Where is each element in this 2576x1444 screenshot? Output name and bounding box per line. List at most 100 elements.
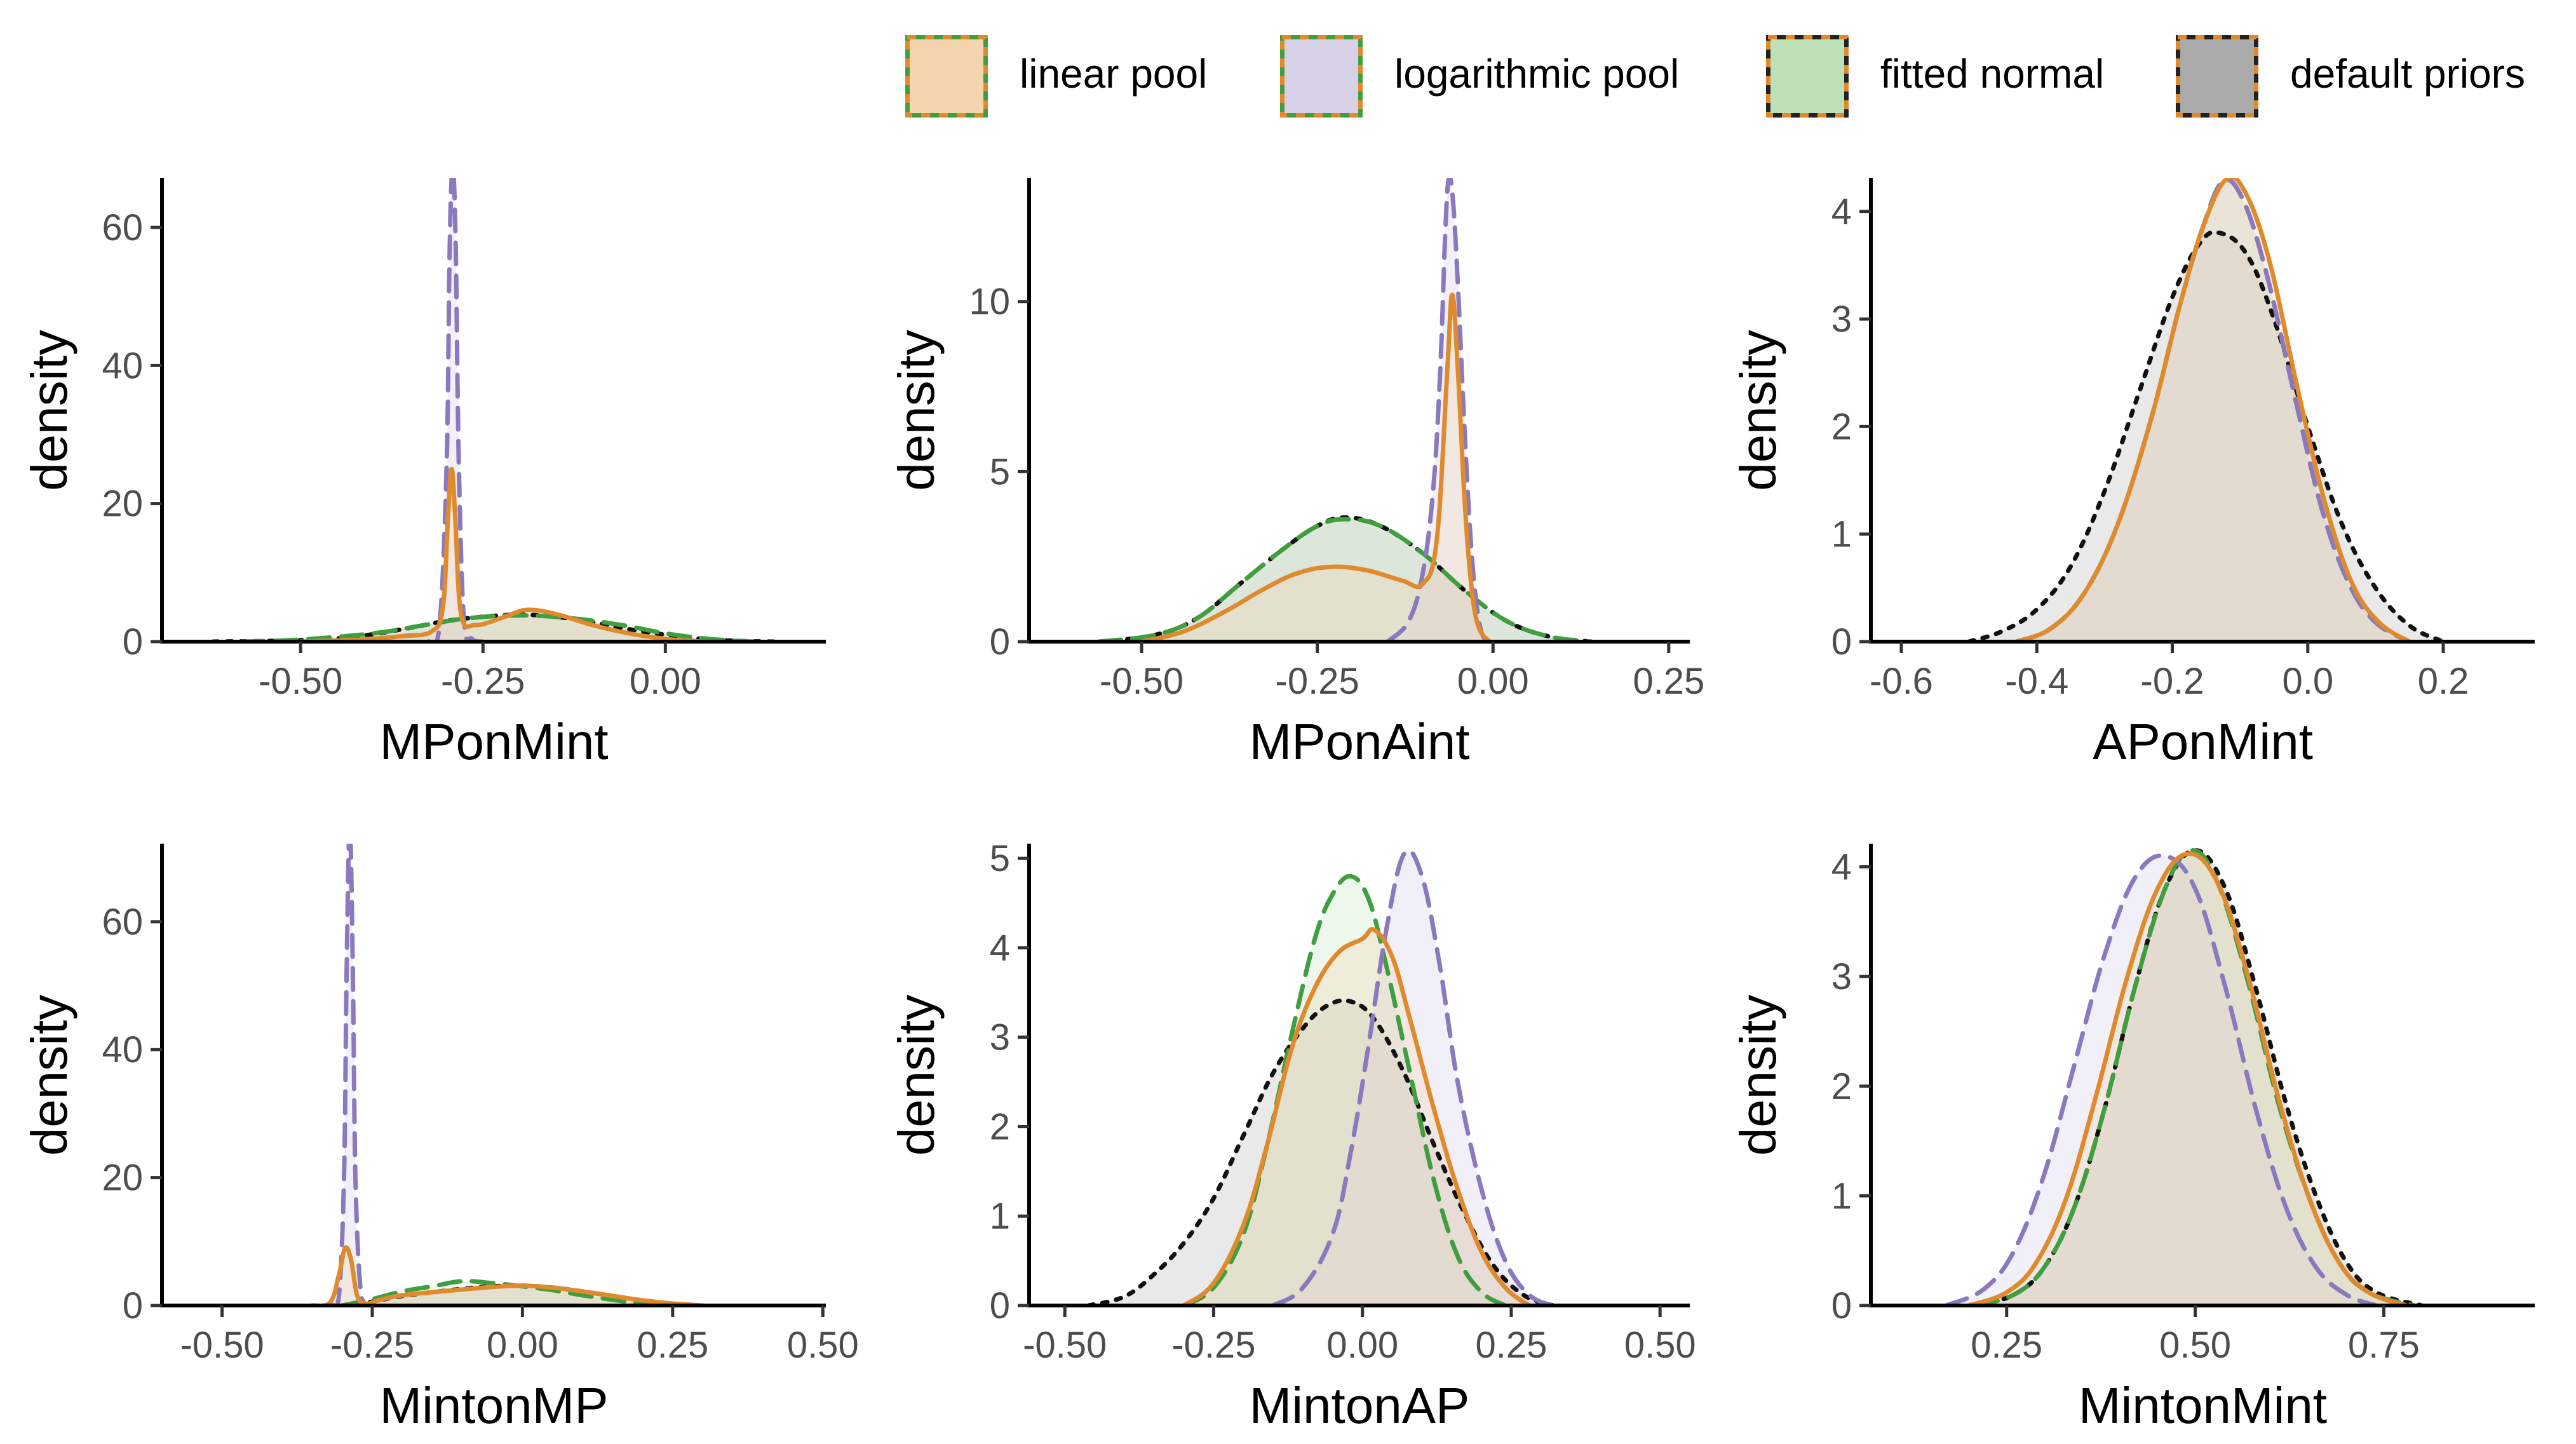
y-tick-label: 3 [1831,956,1852,997]
x-tick-label: 0.00 [487,1325,558,1366]
y-tick-label: 1 [1831,514,1852,555]
panel-mintonmint: 0.25 0.50 0.75 0 1 2 3 4 MintonMint density [1730,844,2535,1434]
x-tick-label: 0.25 [637,1325,708,1366]
y-tick-label: 4 [990,928,1010,969]
legend-key-fill [1768,37,1847,116]
y-tick-label: 40 [102,345,143,386]
x-tick-label: -0.6 [1870,661,1933,702]
density-line-logarithmic-pool [331,844,368,1306]
x-tick-label: -0.25 [1171,1325,1255,1366]
x-tick-label: 0.25 [1633,661,1704,702]
density-line-logarithmic-pool [1944,853,2379,1306]
density-area-logarithmic-pool [428,178,483,642]
density-area-fitted-normal [342,1281,673,1306]
density-line-linear-pool [309,1245,705,1306]
y-tick-label: 2 [1831,1066,1852,1107]
density-line-logarithmic-pool [1271,848,1555,1306]
density-line-linear-pool [1182,927,1532,1306]
density-area-linear-pool [1969,853,2407,1306]
density-area-logarithmic-pool [2016,180,2410,642]
density-line-linear-pool [298,466,705,642]
legend-key-border-b [905,35,988,118]
density-area-logarithmic-pool [1273,850,1553,1306]
legend-label-logarithmic-pool: logarithmic pool [1394,51,1680,97]
y-tick-label: 60 [102,207,143,248]
y-tick-label: 0 [990,1285,1010,1326]
y-tick-label: 0 [990,621,1010,663]
y-tick-label: 20 [102,1157,143,1199]
x-tick-label: 0.75 [2348,1325,2420,1366]
legend-key-default-priors [2176,35,2258,118]
legend-label-linear-pool: linear pool [1020,51,1208,97]
x-tick-label: -0.50 [259,661,342,702]
density-area-default-priors [1969,232,2443,642]
y-tick-label: 0 [1831,1285,1852,1326]
density-line-linear-pool [2014,178,2412,642]
x-tick-label: -0.50 [180,1325,264,1366]
legend: linear pool logarithmic pool fitted norm… [883,19,2576,133]
density-line-logarithmic-pool [426,178,485,642]
y-tick-label: 2 [1831,406,1852,447]
x-tick-label: -0.25 [330,1325,414,1366]
y-tick-label: 3 [1831,299,1852,340]
density-line-linear-pool [1966,851,2409,1306]
x-tick-label: 0.00 [1457,661,1529,702]
legend-key-border-b [1280,35,1363,118]
legend-key-fill [1282,37,1361,116]
legend-label-default-priors: default priors [2290,51,2525,97]
panel-mponmint: -0.50 -0.25 0.00 0 20 40 60 MPonMint density [21,178,826,770]
y-tick-label: 4 [1831,847,1852,888]
density-area-default-priors [1088,1000,1553,1306]
y-tick-label: 1 [990,1196,1010,1237]
panel-mintonmp: -0.50 -0.25 0.00 0.25 0.50 0 20 40 60 MintonMP den… [21,844,859,1434]
density-line-default-priors [1967,229,2446,642]
x-tick-label: 0.25 [1971,1325,2042,1366]
plot-area [1097,178,1594,642]
density-line-fitted-normal [1097,516,1594,642]
y-tick-label: 2 [990,1106,1010,1147]
density-area-fitted-normal [1183,876,1506,1306]
y-axis-title: density [888,995,945,1156]
x-tick-label: 0.50 [787,1325,859,1366]
y-axis-title: density [888,330,945,490]
density-line-logarithmic-pool [1385,178,1488,642]
y-tick-label: 0 [123,1285,143,1326]
x-tick-label: -0.4 [2005,661,2068,702]
density-area-logarithmic-pool [1946,855,2377,1306]
density-area-logarithmic-pool [333,844,367,1306]
y-tick-label: 4 [1831,191,1852,233]
legend-key-fill [2178,37,2256,116]
plot-area [309,844,705,1306]
x-tick-label: -0.25 [441,661,525,702]
x-axis-title: MPonAint [1250,713,1470,770]
y-tick-label: 20 [102,483,143,525]
y-tick-label: 3 [990,1017,1010,1058]
plot-area [1086,848,1555,1306]
y-tick-label: 0 [1831,621,1852,663]
density-area-logarithmic-pool [1387,178,1487,642]
plot-area [1944,848,2424,1306]
legend-key-logarithmic-pool [1280,35,1363,118]
x-tick-label: -0.50 [1100,661,1183,702]
y-tick-label: 5 [990,451,1010,492]
legend-label-fitted-normal: fitted normal [1880,51,2105,97]
y-axis-title: density [21,330,78,490]
x-tick-label: 0.50 [1624,1325,1696,1366]
y-tick-label: 40 [102,1029,143,1070]
density-line-fitted-normal [239,613,755,642]
y-tick-label: 10 [969,281,1010,323]
x-tick-label: 0.50 [2159,1325,2231,1366]
legend-key-border-b [1766,35,1849,118]
panel-aponmint: -0.6 -0.4 -0.2 0.0 0.2 0 1 2 3 4 APonMint density [1730,178,2535,770]
density-area-fitted-normal [2016,180,2410,642]
x-tick-label: -0.50 [1023,1325,1107,1366]
density-area-linear-pool [2016,178,2410,642]
panel-mponaint: -0.50 -0.25 0.00 0.25 0 5 10 MPonAint density [888,178,1704,770]
x-axis-title: MPonMint [379,713,608,770]
x-axis-title: MintonAP [1250,1377,1470,1434]
y-tick-label: 1 [1831,1175,1852,1217]
x-axis-title: MintonMP [379,1377,608,1434]
x-tick-label: 0.00 [630,661,701,702]
y-axis-title: density [21,995,78,1156]
